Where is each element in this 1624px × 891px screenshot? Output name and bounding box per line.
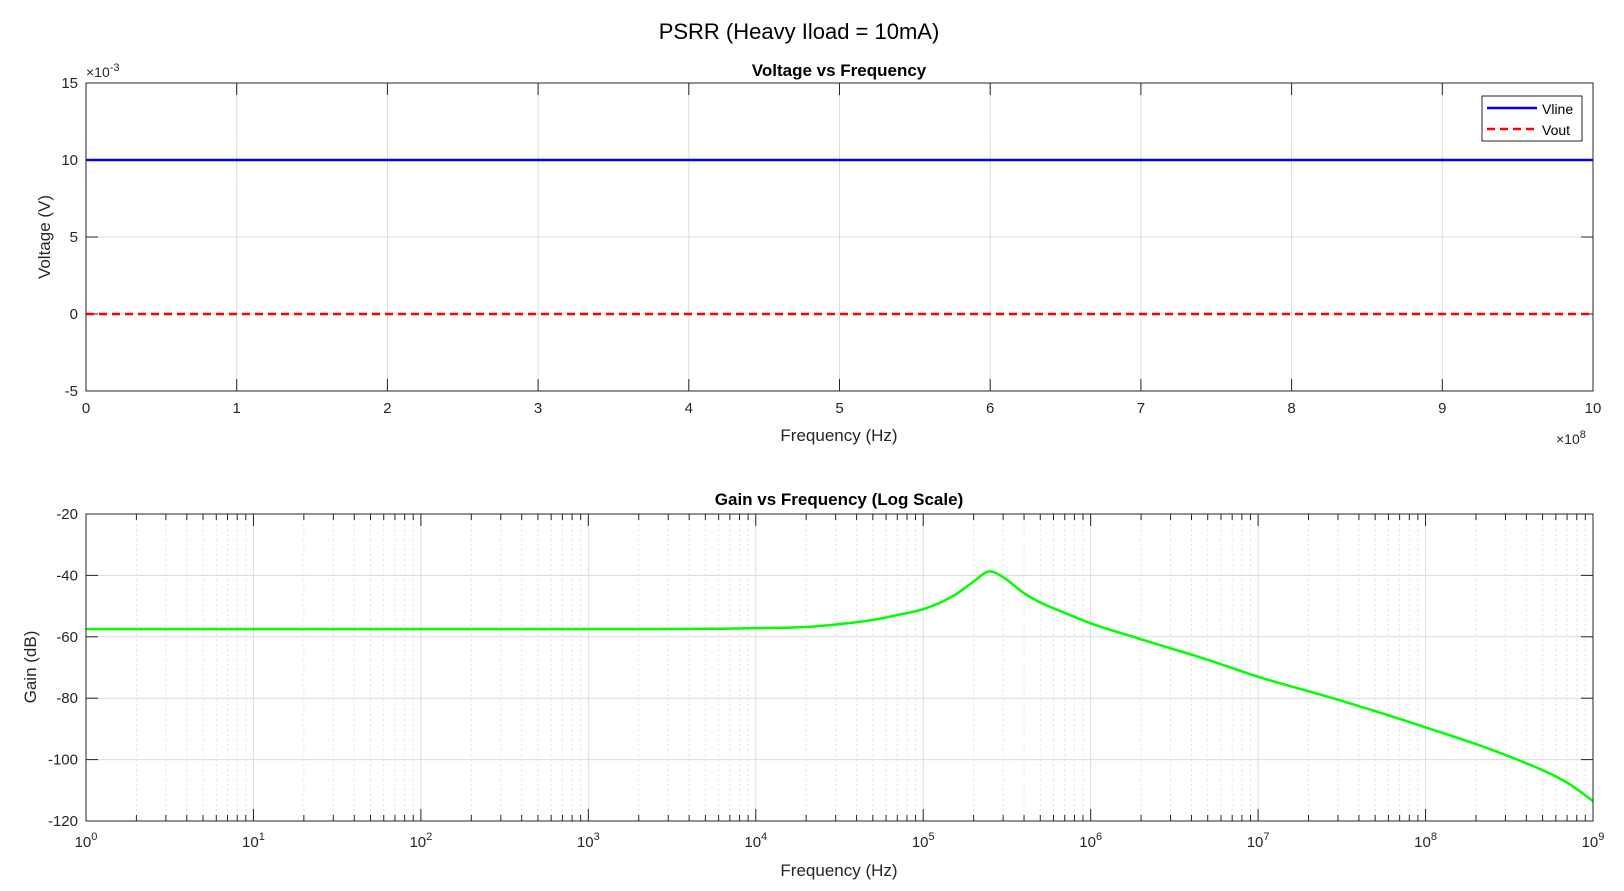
x-tick-label: 7 bbox=[1137, 400, 1145, 417]
gain-plot: Gain vs Frequency (Log Scale) 100 101 102 1… bbox=[21, 490, 1604, 880]
gain-y-axis-label: Gain (dB) bbox=[21, 631, 40, 704]
gain-plot-area bbox=[86, 514, 1593, 821]
gain-curve bbox=[86, 570, 1594, 803]
x-tick-label: 100 bbox=[75, 831, 98, 851]
legend-vline-label: Vline bbox=[1542, 101, 1573, 117]
voltage-plot-title: Voltage vs Frequency bbox=[752, 61, 927, 80]
voltage-y-axis-label: Voltage (V) bbox=[35, 195, 54, 279]
y-tick-label: 5 bbox=[70, 229, 78, 246]
voltage-y-exponent: ×10-3 bbox=[86, 62, 120, 80]
x-tick-label: 3 bbox=[534, 400, 542, 417]
y-tick-label: 10 bbox=[61, 152, 78, 169]
legend-vout-label: Vout bbox=[1542, 122, 1570, 138]
x-tick-label: 8 bbox=[1287, 400, 1295, 417]
x-tick-label: 104 bbox=[744, 831, 767, 851]
voltage-x-exponent: ×108 bbox=[1556, 429, 1586, 447]
gain-plot-series bbox=[86, 570, 1594, 803]
gain-x-axis-label: Frequency (Hz) bbox=[780, 861, 897, 880]
x-tick-label: 6 bbox=[986, 400, 994, 417]
voltage-plot-frame bbox=[85, 82, 1594, 392]
x-tick-label: 4 bbox=[685, 400, 693, 417]
x-tick-label: 105 bbox=[912, 831, 935, 851]
x-tick-label: 102 bbox=[409, 831, 432, 851]
gain-plot-title: Gain vs Frequency (Log Scale) bbox=[715, 490, 963, 509]
x-tick-label: 106 bbox=[1079, 831, 1102, 851]
voltage-x-axis-label: Frequency (Hz) bbox=[780, 426, 897, 445]
voltage-plot-series bbox=[86, 158, 1593, 316]
legend-box bbox=[1481, 95, 1583, 142]
x-tick-label: 2 bbox=[383, 400, 391, 417]
voltage-x-tick-labels: 0 1 2 3 4 5 6 7 8 9 10 bbox=[82, 400, 1602, 417]
y-tick-label: -60 bbox=[56, 629, 78, 646]
x-tick-label: 109 bbox=[1582, 831, 1605, 851]
voltage-y-tick-labels: -5 0 5 10 15 bbox=[61, 75, 78, 400]
x-tick-label: 101 bbox=[242, 831, 265, 851]
gain-plot-grid bbox=[86, 514, 1593, 821]
x-tick-label: 10 bbox=[1585, 400, 1602, 417]
gain-y-tick-labels: -20 -40 -60 -80 -100 -120 bbox=[48, 506, 78, 830]
x-tick-label: 108 bbox=[1414, 831, 1437, 851]
voltage-legend: Vline Vout bbox=[1481, 95, 1583, 142]
figure-title: PSRR (Heavy Iload = 10mA) bbox=[659, 19, 940, 44]
x-tick-label: 0 bbox=[82, 400, 90, 417]
gain-plot-frame bbox=[85, 513, 1594, 822]
y-tick-label: -100 bbox=[48, 752, 78, 769]
voltage-plot: Voltage vs Frequency 0 1 2 3 4 5 6 7 8 9 10 -50510… bbox=[35, 61, 1601, 447]
x-tick-label: 9 bbox=[1438, 400, 1446, 417]
x-tick-label: 107 bbox=[1247, 831, 1270, 851]
x-tick-label: 5 bbox=[835, 400, 843, 417]
y-tick-label: -80 bbox=[56, 690, 78, 707]
y-tick-label: 0 bbox=[70, 306, 78, 323]
x-tick-label: 103 bbox=[577, 831, 600, 851]
y-tick-label: -120 bbox=[48, 813, 78, 830]
x-tick-label: 1 bbox=[233, 400, 241, 417]
y-tick-label: -5 bbox=[65, 383, 78, 400]
y-tick-label: 15 bbox=[61, 75, 78, 92]
y-tick-label: -40 bbox=[56, 567, 78, 584]
y-tick-label: -20 bbox=[56, 506, 78, 523]
gain-x-tick-labels: 100 101 102 103 104 105 106 107 108 109 bbox=[75, 831, 1605, 851]
